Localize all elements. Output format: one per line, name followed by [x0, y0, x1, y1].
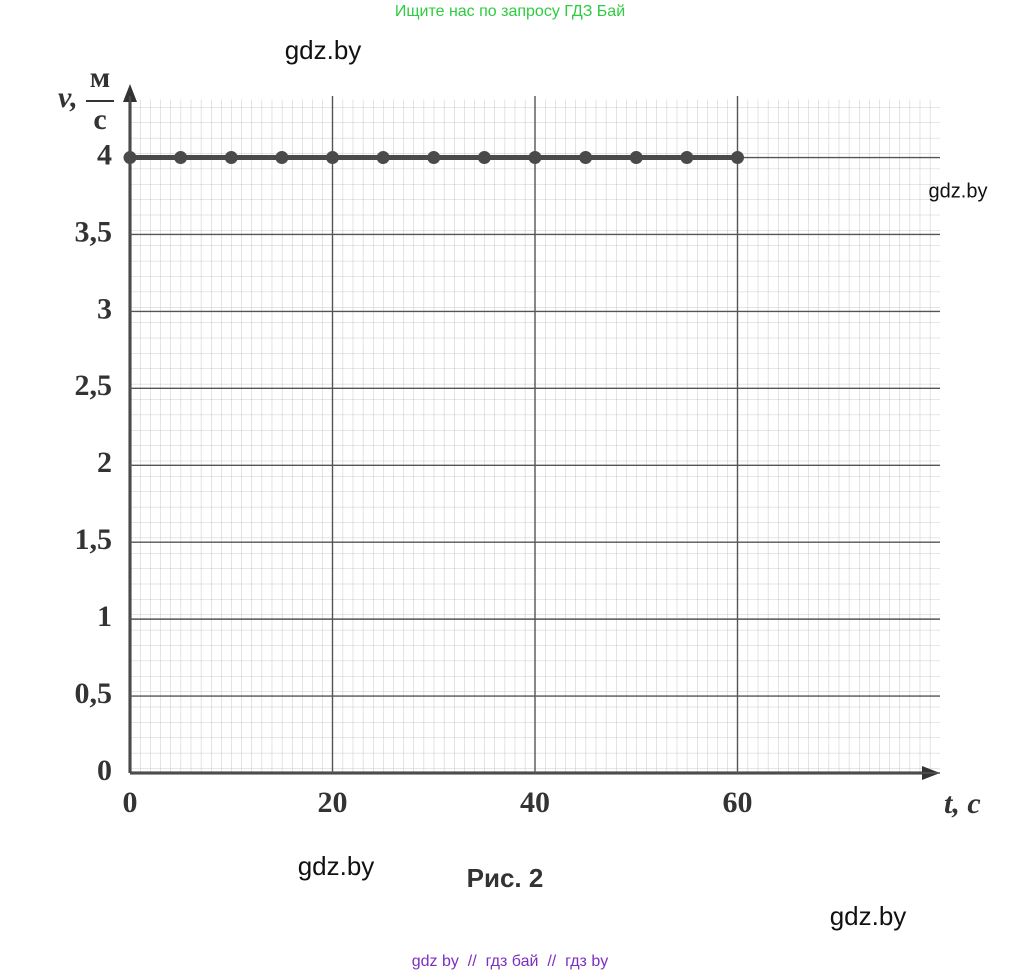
watermark: gdz.by [830, 901, 907, 931]
y-tick-label: 1,5 [75, 523, 113, 556]
x-tick-label: 20 [318, 786, 348, 819]
caption: Рис. 2 [467, 863, 544, 893]
point [427, 151, 441, 165]
y-tick-label: 3,5 [75, 215, 113, 248]
y-unit-top: м [90, 61, 110, 94]
x-tick-label: 60 [723, 786, 753, 819]
point [376, 151, 390, 165]
point [579, 151, 593, 165]
point [629, 151, 643, 165]
y-label: v, [58, 81, 78, 114]
point [224, 151, 238, 165]
x-tick-label: 0 [123, 786, 138, 819]
watermark-top: Ищите нас по запросу ГДЗ Бай [395, 3, 625, 20]
point [528, 151, 542, 165]
y-tick-label: 1 [97, 600, 112, 633]
y-tick-label: 0,5 [75, 677, 113, 710]
watermark: gdz.by [929, 180, 988, 202]
watermark: gdz.by [285, 35, 362, 65]
x-label: t, с [944, 787, 981, 820]
y-tick-label: 3 [97, 292, 112, 325]
watermark-bottom: gdz by // гдз бай // гдз by [412, 953, 608, 970]
y-tick-label: 2 [97, 446, 112, 479]
y-arrow [123, 84, 137, 102]
y-tick-label: 0 [97, 754, 112, 787]
point [174, 151, 188, 165]
point [275, 151, 289, 165]
x-tick-label: 40 [520, 786, 550, 819]
point [477, 151, 491, 165]
point [731, 151, 744, 165]
y-tick-label: 4 [97, 138, 112, 171]
point [326, 151, 339, 165]
y-tick-label: 2,5 [75, 369, 113, 402]
y-unit-bottom: с [93, 103, 106, 136]
point [680, 151, 694, 165]
point [123, 151, 137, 165]
watermark: gdz.by [298, 851, 375, 881]
